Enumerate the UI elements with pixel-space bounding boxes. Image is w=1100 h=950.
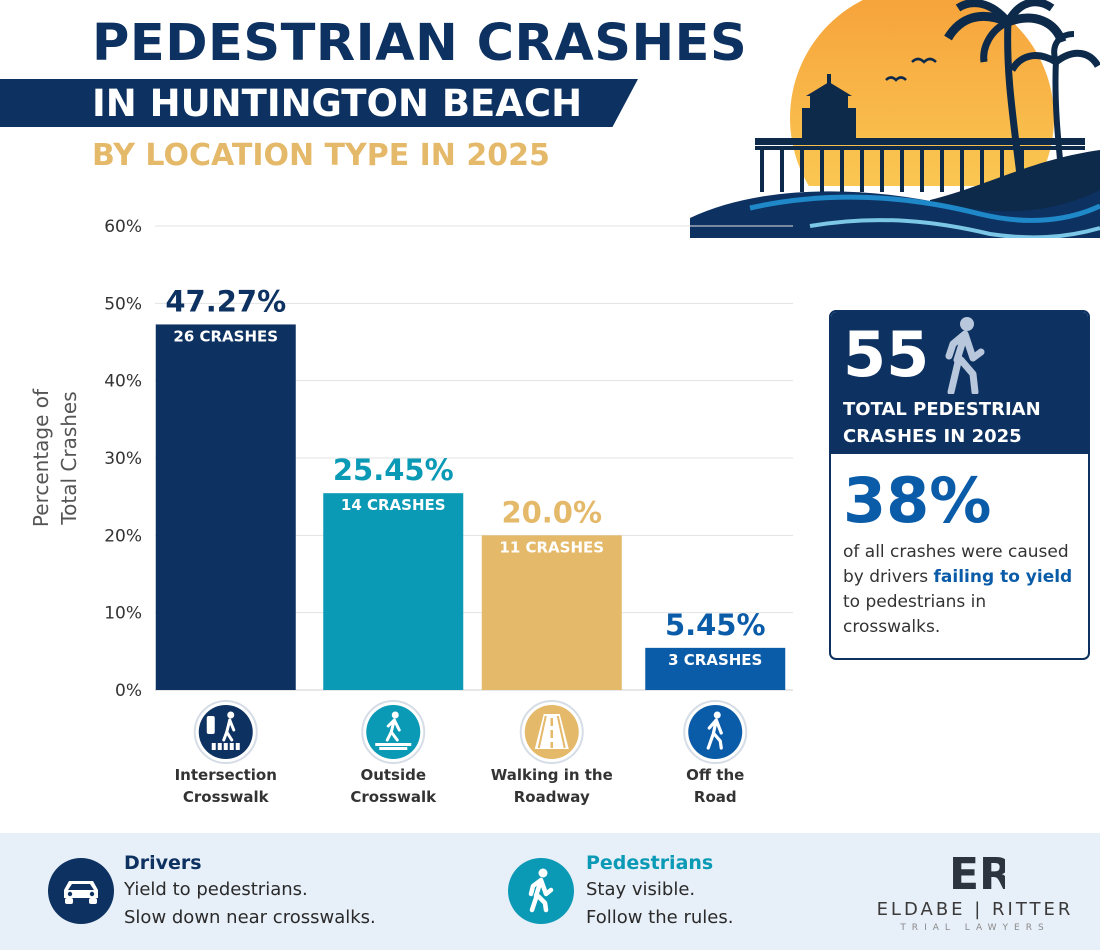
firm-subtitle: TRIAL LAWYERS xyxy=(900,923,1050,933)
bar xyxy=(323,493,464,690)
bar-value-label: 20.0% xyxy=(501,495,602,529)
sunset-pier-illustration xyxy=(690,0,1100,245)
er-logo-mark: ER xyxy=(949,849,1005,895)
bar-value-label: 25.45% xyxy=(333,453,454,487)
bar-crash-count: 26 CRASHES xyxy=(173,327,278,345)
page-title-location: IN HUNTINGTON BEACH xyxy=(92,82,583,125)
body-shape xyxy=(706,718,723,750)
y-tick-label: 40% xyxy=(104,372,142,392)
crashes-bar-chart: 0% 10% 20% 30% 40% 50% 60% Percentage of Total C… xyxy=(0,200,820,820)
stripe-shape xyxy=(235,743,240,750)
y-tick-label: 0% xyxy=(115,681,142,701)
bar xyxy=(645,647,786,690)
firm-logo: ER ELDABE | RITTER TRIAL LAWYERS xyxy=(875,849,1075,939)
safety-tips-footer: Drivers Yield to pedestrians. Slow down … xyxy=(0,833,1100,950)
y-tick-label: 20% xyxy=(104,526,142,546)
road-icon xyxy=(519,700,584,764)
walking-person-icon xyxy=(945,317,985,394)
stripe-shape xyxy=(211,743,216,750)
y-tick-label: 50% xyxy=(104,294,142,314)
stats-panel: 55 TOTAL PEDESTRIAN CRASHES IN 2025 38% … xyxy=(829,310,1090,660)
bar-crash-count: 14 CRASHES xyxy=(341,496,446,514)
bar xyxy=(155,324,296,690)
desc-text-before: of all crashes were caused by drivers xyxy=(843,542,1069,587)
curb-shape xyxy=(379,747,408,750)
pier-building-icon xyxy=(802,74,856,140)
walking-person-icon xyxy=(683,700,748,764)
desc-highlight: failing to yield xyxy=(933,567,1073,587)
failing-to-yield-percent: 38% xyxy=(843,464,992,537)
category-label: Off the xyxy=(686,766,744,784)
curb-shape xyxy=(375,743,412,746)
bar-crash-count: 11 CRASHES xyxy=(499,538,604,556)
pedestrians-circle xyxy=(508,858,574,924)
category-label: Crosswalk xyxy=(350,788,437,806)
desc-text-after: to pedestrians in crosswalks. xyxy=(843,592,987,637)
road-edge-shape xyxy=(537,715,566,749)
stats-total-section: 55 TOTAL PEDESTRIAN CRASHES IN 2025 xyxy=(831,312,1088,454)
head-shape xyxy=(391,711,399,719)
page-subtitle: BY LOCATION TYPE IN 2025 xyxy=(92,138,550,173)
bar-value-label: 47.27% xyxy=(165,284,286,318)
category-label: Walking in the xyxy=(491,766,613,784)
chart-canvas: 0% 10% 20% 30% 40% 50% 60% Percentage of Total C… xyxy=(29,217,793,806)
title-banner xyxy=(0,79,638,127)
total-crashes-number: 55 xyxy=(843,318,930,391)
crosswalk-pedestrian-icon xyxy=(361,700,426,764)
total-crashes-label: TOTAL PEDESTRIAN CRASHES IN 2025 xyxy=(843,399,1041,447)
y-tick-label: 60% xyxy=(104,217,142,237)
category-label: Intersection xyxy=(175,766,277,784)
head-shape xyxy=(227,711,235,719)
walking-person-icon xyxy=(508,858,574,924)
y-axis-title-line: Percentage of xyxy=(29,388,53,527)
palm-tree-icon xyxy=(944,0,1100,181)
pedestrians-heading: Pedestrians xyxy=(586,852,714,874)
y-tick-label: 10% xyxy=(104,604,142,624)
bar-crash-count: 3 CRASHES xyxy=(668,651,762,669)
drivers-heading: Drivers xyxy=(124,852,202,874)
stripe-shape xyxy=(223,743,228,750)
crosswalk-signal-icon xyxy=(193,700,258,764)
body-shape xyxy=(222,718,236,742)
drivers-tip-1: Yield to pedestrians. xyxy=(124,879,308,900)
y-axis-title: Percentage of Total Crashes xyxy=(29,388,81,527)
signal-shape xyxy=(206,716,215,734)
stripe-shape xyxy=(217,743,222,750)
body-shape xyxy=(385,718,401,742)
pedestrians-tip-2: Follow the rules. xyxy=(586,907,734,928)
page-title: PEDESTRIAN CRASHES xyxy=(92,14,748,73)
category-label: Crosswalk xyxy=(183,788,270,806)
car-icon xyxy=(48,858,114,924)
head-shape xyxy=(713,711,721,719)
category-label: Outside xyxy=(360,766,426,784)
bar-value-label: 5.45% xyxy=(665,608,766,642)
logo-mark-text: ER xyxy=(949,849,1005,895)
drivers-circle xyxy=(48,858,114,924)
firm-name: ELDABE | RITTER xyxy=(876,899,1074,920)
pedestrians-tip-1: Stay visible. xyxy=(586,879,696,900)
stripe-shape xyxy=(229,743,234,750)
drivers-tip-2: Slow down near crosswalks. xyxy=(124,907,376,928)
y-tick-label: 30% xyxy=(104,449,142,469)
bar xyxy=(481,535,622,690)
category-label: Road xyxy=(694,788,737,806)
category-label: Roadway xyxy=(514,788,590,806)
failing-to-yield-description: of all crashes were caused by drivers fa… xyxy=(843,540,1083,640)
y-axis-title-line: Total Crashes xyxy=(57,391,81,525)
